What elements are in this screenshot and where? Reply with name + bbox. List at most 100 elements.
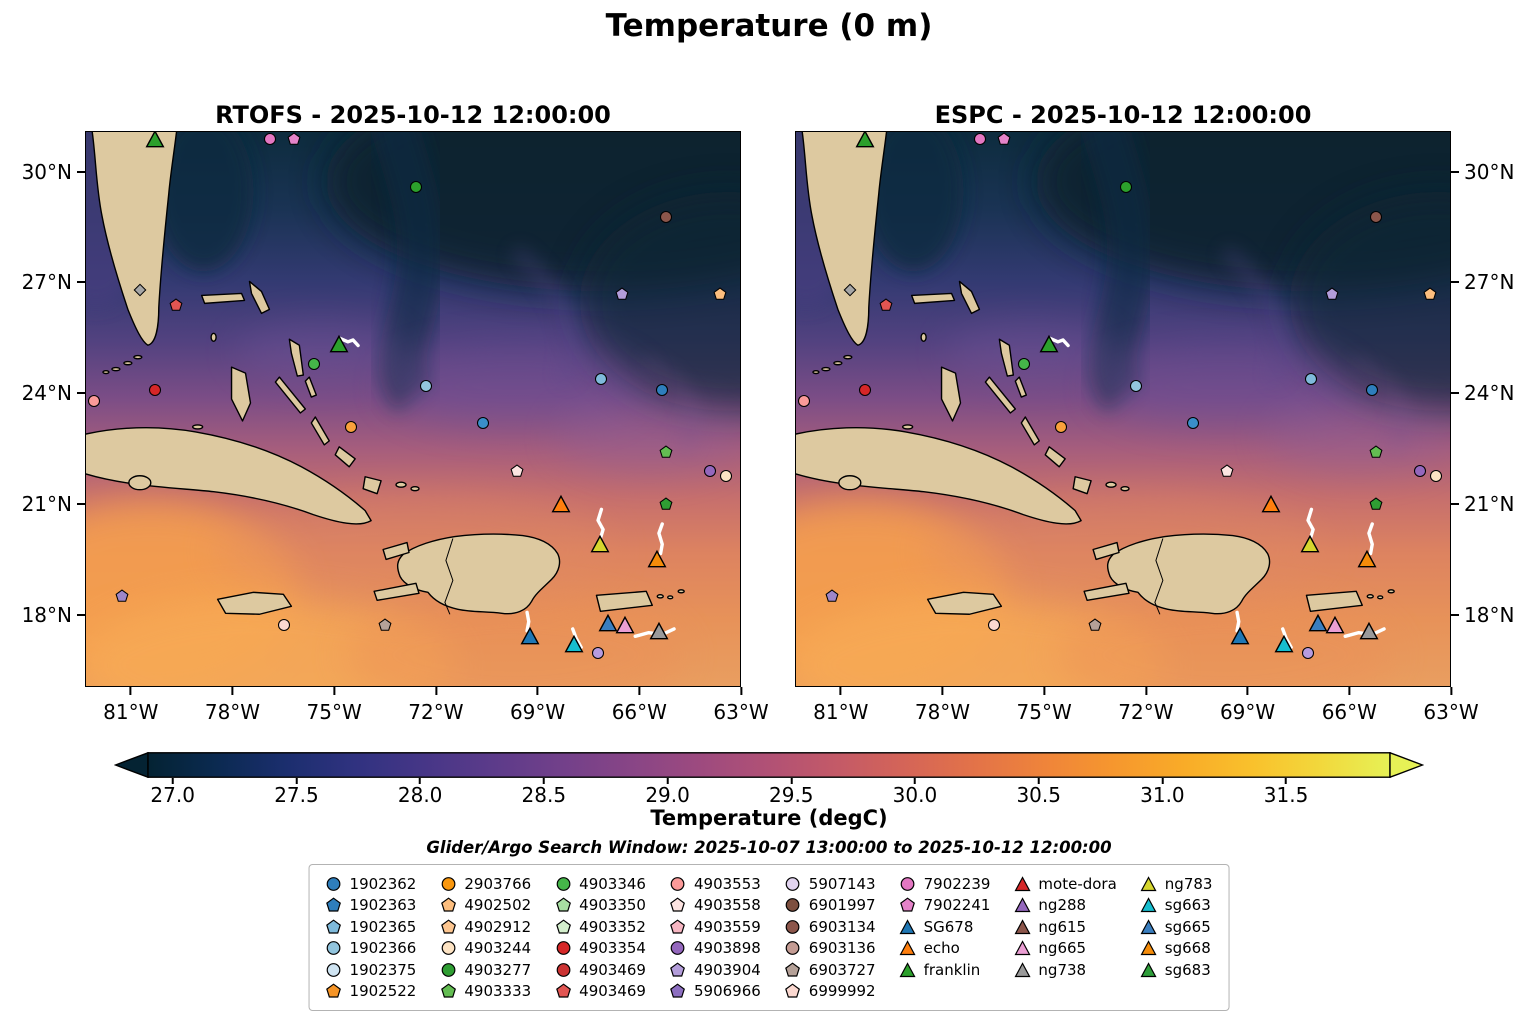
legend-column: 4903553 4903558 4903559 4903898 4903904 59069… (670, 873, 761, 1002)
turks (410, 486, 420, 492)
legend-label: franklin (923, 960, 981, 979)
platform-marker-pentagon (1423, 287, 1437, 301)
colorbar-tick-label: 29.0 (645, 783, 690, 807)
platform-marker-circle (1119, 180, 1133, 194)
platform-marker-triangle (647, 549, 667, 569)
rtofs-map (85, 131, 741, 687)
colorbar-tick-label: 29.5 (769, 783, 814, 807)
platform-marker-pentagon (287, 132, 301, 146)
colorbar-label: Temperature (degC) (650, 806, 888, 830)
platform-marker-pentagon (115, 589, 129, 603)
legend-item-6999992: 6999992 (785, 981, 876, 1003)
legend-item-6901997: 6901997 (785, 895, 876, 917)
temperature-field-image (86, 132, 740, 686)
legend-item-ng738: ng738 (1014, 959, 1116, 981)
platform-marker-pentagon (659, 497, 673, 511)
platform-marker-circle (973, 132, 987, 146)
platform-marker-circle (591, 646, 605, 660)
platform-marker-pentagon (825, 589, 839, 603)
legend-item-4903352: 4903352 (555, 916, 646, 938)
panel-rtofs: RTOFS - 2025-10-12 12:00:00 (22, 100, 769, 724)
platform-marker-triangle (329, 334, 349, 353)
legend-label: 4903346 (579, 874, 646, 893)
legend-label: 5907143 (808, 874, 876, 893)
legend-item-1902522: 1902522 (326, 981, 417, 1003)
platform-marker-pentagon (1369, 445, 1383, 459)
legend-item-ng783: ng783 (1140, 873, 1212, 895)
cuba (796, 426, 1082, 525)
platform-marker-triangle (551, 494, 571, 513)
glider-track-line (1049, 338, 1068, 345)
turks (1120, 486, 1130, 492)
glider-track-line (339, 338, 358, 345)
platform-marker-circle (1301, 646, 1315, 660)
legend-item-7902241: 7902241 (900, 895, 990, 917)
haiti-south-peninsula (1083, 582, 1130, 602)
legend-item-1902366: 1902366 (326, 938, 416, 960)
crooked-island (334, 446, 356, 468)
colorbar-tick-label: 30.0 (892, 783, 938, 807)
temperature-field-image (796, 132, 1450, 686)
great-inagua (1072, 476, 1092, 495)
andros (940, 366, 962, 422)
legend-label: ng665 (1038, 939, 1087, 958)
legend-label: 4903469 (579, 982, 646, 1001)
abaco (248, 280, 271, 315)
platform-marker-circle (594, 372, 608, 386)
sea-swirls (796, 132, 1450, 686)
legend-item-1902362: 1902362 (326, 873, 416, 895)
platform-marker-circle (987, 618, 1001, 632)
abaco (958, 280, 981, 315)
glider-track-line (659, 524, 662, 553)
platform-marker-circle (1429, 469, 1443, 483)
platform-marker-circle (344, 420, 358, 434)
platform-marker-triangle (520, 627, 540, 646)
andros (230, 366, 252, 422)
legend-item-7902239: 7902239 (900, 873, 990, 895)
platform-marker-diamond (133, 283, 147, 297)
x-tick-label: 75°W (1017, 687, 1072, 724)
legend-item-4903469: 4903469 (555, 959, 646, 981)
x-tick-label: 72°W (1118, 687, 1173, 724)
platform-marker-pentagon (713, 287, 727, 301)
legend-item-2903766: 2903766 (440, 873, 531, 895)
virgin-islands (677, 589, 685, 594)
platform-marker-circle (703, 464, 717, 478)
platform-marker-circle (719, 469, 733, 483)
legend-label: 2903766 (464, 874, 532, 893)
legend-label: 1902522 (349, 982, 417, 1001)
legend-item-5906966: 5906966 (670, 981, 761, 1003)
x-tick-label: 81°W (813, 687, 868, 724)
bimini (210, 332, 217, 342)
bimini (920, 332, 927, 342)
y-tick-label: 24°N (1451, 381, 1514, 405)
legend-label: 4903553 (693, 874, 761, 893)
land-masses (86, 132, 685, 615)
platform-marker-triangle (564, 634, 584, 653)
platform-marker-triangle (1325, 616, 1345, 635)
legend-label: sg663 (1164, 896, 1211, 915)
puerto-rico (1305, 590, 1363, 612)
platform-marker-pentagon (659, 445, 673, 459)
legend-item-1902375: 1902375 (326, 959, 416, 981)
legend-label: 6903134 (808, 917, 876, 936)
legend-item-6903136: 6903136 (785, 938, 876, 960)
legend-item-ng665: ng665 (1014, 938, 1116, 960)
colorbar: 27.0 27.5 28.0 28.5 29.0 29.5 30.0 30.5 31.0 31.5 (114, 752, 1424, 822)
legend-label: sg683 (1164, 960, 1211, 979)
platform-marker-triangle (1308, 614, 1328, 633)
cay-sal (901, 424, 914, 430)
x-tick-label: 78°W (205, 687, 260, 724)
legend-item-franklin: franklin (899, 959, 991, 981)
virgin-islands (656, 594, 664, 599)
platform-marker-triangle (598, 614, 618, 633)
y-tick-label: 18°N (1451, 603, 1514, 627)
legend-item-sg663: sg663 (1140, 895, 1213, 917)
virgin-islands (1377, 595, 1384, 600)
haiti-south-peninsula (373, 582, 420, 602)
platform-marker-circle (409, 180, 423, 194)
legend-item-4903277: 4903277 (440, 959, 531, 981)
legend-item-6903134: 6903134 (785, 916, 876, 938)
haiti-north-peninsula (1092, 541, 1120, 561)
